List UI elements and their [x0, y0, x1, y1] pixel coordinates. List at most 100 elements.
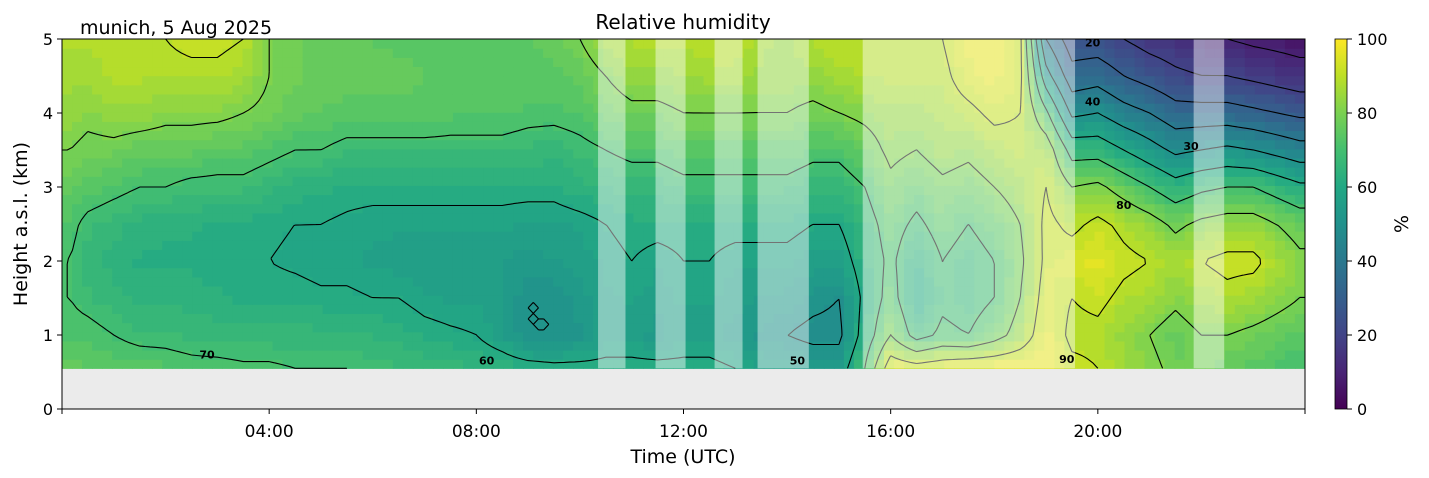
heatmap-cell	[1244, 148, 1256, 159]
heatmap-cell	[483, 276, 494, 287]
heatmap-cell	[1204, 194, 1216, 205]
heatmap-cell	[1264, 93, 1276, 104]
heatmap-cell	[1154, 185, 1166, 196]
heatmap-cell	[984, 203, 995, 214]
heatmap-cell	[1034, 276, 1045, 287]
heatmap-cell	[813, 148, 825, 159]
heatmap-cell	[232, 176, 244, 186]
heatmap-cell	[82, 185, 93, 196]
heatmap-cell	[212, 267, 223, 278]
heatmap-cell	[152, 276, 163, 287]
heatmap-cell	[703, 66, 715, 77]
heatmap-cell	[823, 212, 835, 223]
heatmap-cell	[1184, 350, 1196, 360]
heatmap-cell	[643, 313, 655, 324]
heatmap-cell	[232, 276, 244, 287]
heatmap-cell	[232, 194, 244, 205]
heatmap-cell	[262, 84, 274, 95]
heatmap-cell	[312, 203, 324, 214]
heatmap-cell	[1044, 285, 1055, 296]
heatmap-cell	[553, 304, 564, 315]
heatmap-cell	[883, 221, 895, 232]
heatmap-cell	[1004, 185, 1015, 196]
heatmap-cell	[412, 322, 424, 333]
heatmap-cell	[583, 130, 594, 141]
heatmap-cell	[593, 267, 604, 278]
heatmap-cell	[813, 48, 825, 58]
heatmap-cell	[583, 57, 594, 68]
heatmap-cell	[112, 295, 123, 305]
heatmap-cell	[583, 48, 594, 58]
heatmap-cell	[1154, 39, 1166, 49]
heatmap-cell	[1044, 359, 1055, 369]
heatmap-cell	[122, 231, 133, 241]
heatmap-cell	[934, 258, 945, 269]
heatmap-cell	[1264, 350, 1276, 360]
heatmap-cell	[964, 322, 975, 333]
heatmap-cell	[1174, 322, 1186, 333]
heatmap-cell	[873, 295, 885, 305]
heatmap-cell	[382, 75, 394, 86]
heatmap-cell	[613, 221, 624, 232]
heatmap-cell	[653, 258, 665, 269]
heatmap-cell	[172, 194, 183, 205]
heatmap-cell	[412, 57, 424, 68]
heatmap-cell	[232, 93, 244, 104]
heatmap-cell	[1184, 295, 1196, 305]
heatmap-cell	[172, 121, 183, 132]
heatmap-cell	[1134, 93, 1146, 104]
heatmap-cell	[803, 57, 815, 68]
heatmap-cell	[82, 93, 93, 104]
heatmap-cell	[633, 39, 644, 49]
heatmap-cell	[312, 139, 324, 150]
heatmap-cell	[843, 139, 855, 150]
heatmap-cell	[1144, 249, 1156, 260]
heatmap-cell	[1144, 148, 1156, 159]
heatmap-cell	[763, 112, 775, 122]
heatmap-cell	[883, 231, 895, 241]
heatmap-cell	[773, 121, 785, 132]
heatmap-cell	[964, 340, 975, 351]
heatmap-cell	[292, 313, 304, 324]
heatmap-cell	[182, 331, 193, 342]
heatmap-cell	[1004, 285, 1015, 296]
heatmap-cell	[1024, 57, 1035, 68]
heatmap-cell	[733, 84, 745, 95]
heatmap-cell	[262, 93, 274, 104]
heatmap-cell	[623, 221, 634, 232]
heatmap-cell	[282, 276, 294, 287]
heatmap-cell	[833, 57, 845, 68]
heatmap-cell	[883, 267, 895, 278]
heatmap-cell	[162, 75, 173, 86]
heatmap-cell	[924, 84, 935, 95]
heatmap-cell	[623, 231, 634, 241]
heatmap-cell	[743, 57, 755, 68]
heatmap-cell	[232, 359, 244, 369]
heatmap-cell	[563, 359, 574, 369]
heatmap-cell	[994, 167, 1005, 177]
heatmap-cell	[803, 130, 815, 141]
heatmap-cell	[1244, 203, 1256, 214]
heatmap-cell	[352, 48, 364, 58]
heatmap-cell	[753, 121, 765, 132]
heatmap-cell	[994, 249, 1005, 260]
heatmap-cell	[1074, 285, 1086, 296]
heatmap-cell	[863, 203, 875, 214]
heatmap-cell	[102, 148, 113, 159]
heatmap-cell	[282, 285, 294, 296]
heatmap-cell	[533, 340, 544, 351]
heatmap-cell	[1154, 157, 1166, 168]
heatmap-cell	[192, 212, 203, 223]
heatmap-cell	[112, 130, 123, 141]
heatmap-cell	[1114, 75, 1126, 86]
heatmap-cell	[944, 39, 955, 49]
heatmap-cell	[493, 313, 504, 324]
heatmap-cell	[452, 249, 464, 260]
heatmap-cell	[132, 231, 143, 241]
heatmap-cell	[1004, 66, 1015, 77]
heatmap-cell	[663, 231, 675, 241]
masked-regions	[598, 39, 1225, 369]
heatmap-cell	[984, 350, 995, 360]
heatmap-cell	[573, 130, 584, 141]
heatmap-cell	[563, 167, 574, 177]
